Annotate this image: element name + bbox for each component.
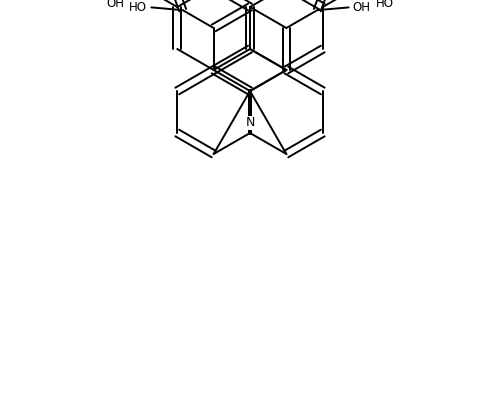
- Text: OH: OH: [352, 1, 370, 14]
- Text: HO: HO: [376, 0, 394, 10]
- Text: HO: HO: [130, 1, 148, 14]
- Text: OH: OH: [106, 0, 124, 10]
- Text: N: N: [246, 117, 254, 130]
